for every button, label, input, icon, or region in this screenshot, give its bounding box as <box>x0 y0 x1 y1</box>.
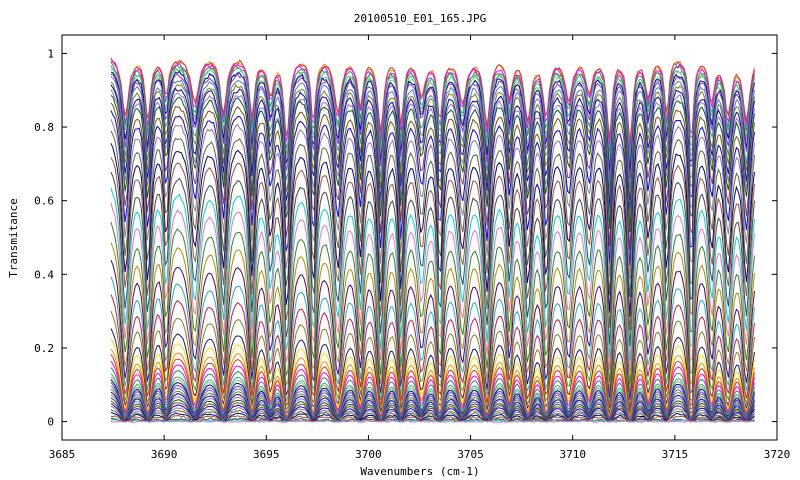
spectrum-series <box>110 60 755 150</box>
spectrum-series <box>110 221 755 385</box>
spectrum-series <box>110 405 755 423</box>
y-tick-label: 0.6 <box>34 195 54 208</box>
y-tick-label: 0.2 <box>34 342 54 355</box>
spectrum-series <box>110 310 755 414</box>
x-tick-label: 3685 <box>49 448 76 461</box>
x-tick-label: 3700 <box>355 448 382 461</box>
y-tick-label: 0.8 <box>34 121 54 134</box>
chart-title: 20100510_E01_165.JPG <box>354 12 486 25</box>
spectrum-series <box>110 411 755 423</box>
spectrum-series <box>110 65 755 163</box>
spectrum-series <box>110 409 755 422</box>
spectrum-series <box>110 367 755 421</box>
x-tick-label: 3710 <box>559 448 586 461</box>
x-tick-label: 3690 <box>151 448 178 461</box>
spectrum-series <box>110 260 755 400</box>
spectrum-series <box>110 397 755 422</box>
spectrum-series <box>110 242 755 393</box>
x-tick-label: 3715 <box>662 448 689 461</box>
spectrum-series <box>110 143 755 318</box>
spectrum-series <box>110 294 755 410</box>
spectrum-series <box>110 276 755 407</box>
spectrum-series <box>110 95 755 233</box>
x-tick-label: 3705 <box>457 448 484 461</box>
spectrum-series <box>110 171 755 347</box>
x-axis: 3685 3690 3695 3700 3705 3710 3715 3720 <box>49 35 791 461</box>
plot-frame <box>61 34 778 441</box>
x-axis-label: Wavenumbers (cm-1) <box>360 465 479 478</box>
y-axis: 0 0.2 0.4 0.6 0.8 1 <box>34 47 777 429</box>
spectrum-series <box>110 420 755 423</box>
y-tick-label: 0 <box>47 416 54 429</box>
spectrum-series <box>110 89 755 222</box>
spectrum-series <box>110 119 755 280</box>
spectrum-series <box>110 110 755 267</box>
spectrum-series <box>110 102 755 250</box>
y-axis-label: Transmitance <box>7 198 20 277</box>
spectrum-series <box>110 202 755 372</box>
spectrum-series <box>110 187 755 362</box>
spectrum-series <box>110 73 755 180</box>
spectrum-series <box>110 348 755 420</box>
spectrum-series <box>110 338 755 418</box>
spectrum-series <box>110 157 755 331</box>
spectrum-series <box>110 353 755 420</box>
spectrum-series <box>110 130 755 297</box>
y-tick-label: 1 <box>47 47 54 60</box>
x-tick-label: 3695 <box>253 448 280 461</box>
series-layer <box>110 57 755 423</box>
spectrum-series <box>110 81 755 200</box>
spectrum-series <box>110 76 755 190</box>
y-tick-label: 0.4 <box>34 268 54 281</box>
spectrum-series <box>110 360 755 421</box>
x-tick-label: 3720 <box>764 448 791 461</box>
spectrum-series <box>110 328 755 416</box>
